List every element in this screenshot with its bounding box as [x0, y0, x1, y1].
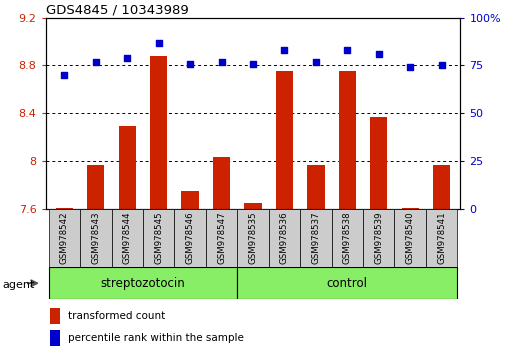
Text: agent: agent — [3, 280, 35, 290]
Text: GSM978540: GSM978540 — [405, 212, 414, 264]
Text: streptozotocin: streptozotocin — [100, 277, 185, 290]
Point — [186, 61, 194, 67]
Text: GSM978537: GSM978537 — [311, 212, 320, 264]
Point — [342, 47, 350, 53]
Text: GSM978546: GSM978546 — [185, 212, 194, 264]
Point — [248, 61, 257, 67]
Bar — [432, 165, 449, 209]
Bar — [213, 158, 230, 209]
Point — [406, 64, 414, 70]
Text: GSM978542: GSM978542 — [60, 212, 69, 264]
Bar — [174, 209, 206, 267]
Bar — [118, 126, 136, 209]
Bar — [331, 209, 362, 267]
Point — [280, 47, 288, 53]
Text: GSM978544: GSM978544 — [123, 212, 131, 264]
Text: GSM978538: GSM978538 — [342, 212, 351, 264]
Bar — [49, 308, 60, 324]
Point — [311, 59, 319, 64]
Text: GSM978541: GSM978541 — [436, 212, 445, 264]
Bar — [111, 209, 143, 267]
Bar — [49, 330, 60, 346]
Point — [155, 40, 163, 45]
Text: transformed count: transformed count — [68, 311, 165, 321]
Text: GSM978543: GSM978543 — [91, 212, 100, 264]
Bar — [80, 209, 111, 267]
Bar — [299, 209, 331, 267]
Text: percentile rank within the sample: percentile rank within the sample — [68, 333, 244, 343]
Bar — [307, 165, 324, 209]
Point — [91, 59, 99, 64]
Bar — [244, 203, 261, 209]
Bar — [56, 208, 73, 209]
Text: GSM978536: GSM978536 — [279, 212, 288, 264]
Point — [60, 72, 68, 78]
Bar — [150, 56, 167, 209]
Bar — [87, 165, 104, 209]
Bar — [48, 209, 80, 267]
Bar — [181, 191, 198, 209]
Text: GSM978535: GSM978535 — [248, 212, 257, 264]
Bar — [206, 209, 237, 267]
Text: GSM978545: GSM978545 — [154, 212, 163, 264]
Bar — [394, 209, 425, 267]
Point — [123, 55, 131, 61]
Bar — [237, 209, 268, 267]
Bar — [143, 209, 174, 267]
Text: GSM978539: GSM978539 — [374, 212, 382, 264]
Point — [217, 59, 225, 64]
Text: control: control — [326, 277, 367, 290]
Text: GDS4845 / 10343989: GDS4845 / 10343989 — [45, 4, 188, 17]
Bar — [338, 72, 355, 209]
Bar — [237, 267, 457, 299]
Bar — [275, 72, 292, 209]
Point — [374, 51, 382, 57]
Bar — [362, 209, 394, 267]
Point — [437, 63, 445, 68]
Bar — [48, 267, 237, 299]
Bar — [425, 209, 457, 267]
Text: GSM978547: GSM978547 — [217, 212, 226, 264]
Bar — [268, 209, 299, 267]
Bar — [369, 117, 387, 209]
Bar — [401, 208, 418, 209]
